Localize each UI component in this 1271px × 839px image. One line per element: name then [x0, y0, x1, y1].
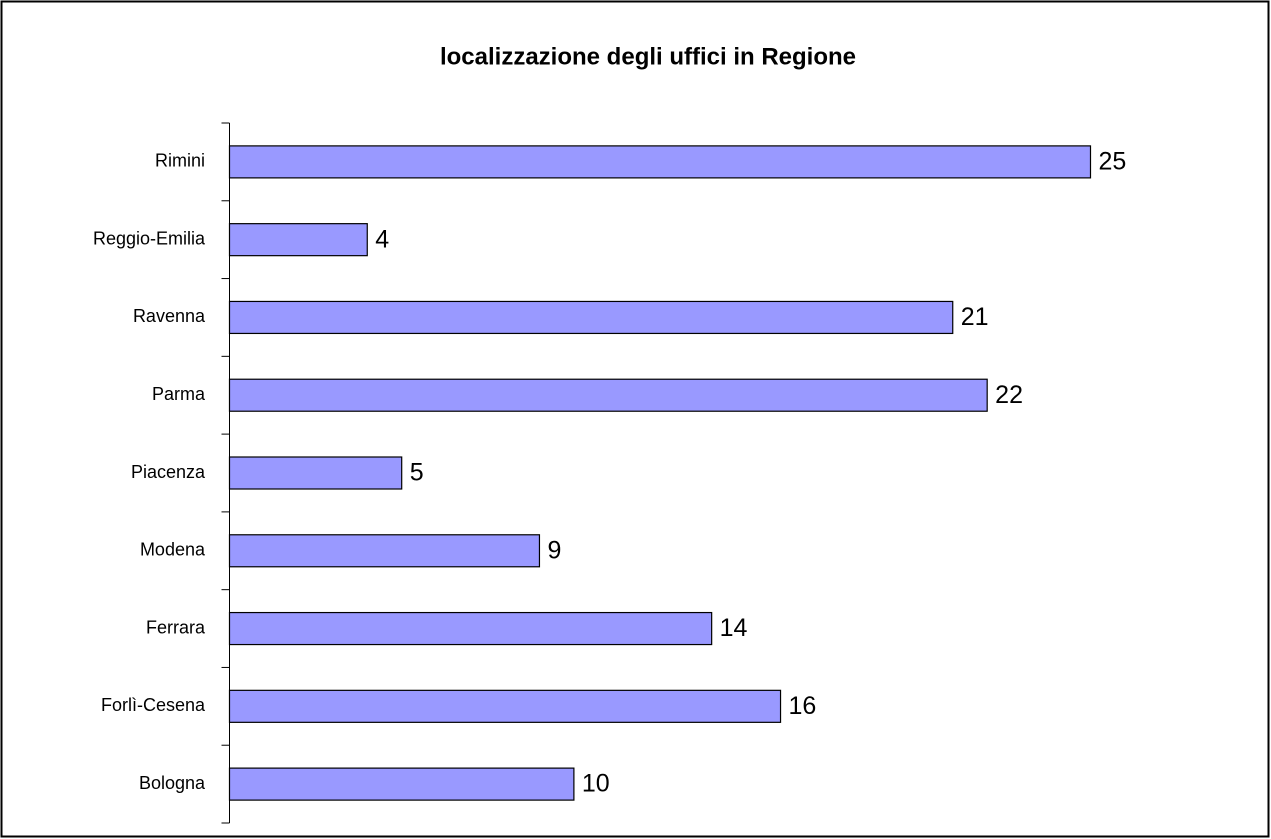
- bar: [228, 689, 782, 723]
- data-label: 14: [720, 614, 748, 642]
- bar: [228, 223, 368, 257]
- data-label: 4: [375, 225, 389, 253]
- y-tick-label: Parma: [152, 384, 206, 404]
- data-label: 10: [582, 770, 610, 798]
- data-label: 9: [547, 536, 561, 564]
- y-tick-label: Bologna: [139, 773, 206, 793]
- bar: [228, 300, 954, 335]
- data-label: 22: [995, 381, 1023, 409]
- y-tick-label: Rimini: [155, 151, 205, 171]
- chart-title: localizzazione degli uffici in Regione: [440, 43, 856, 70]
- bar: [228, 534, 541, 568]
- bar: [228, 767, 575, 801]
- bar: [228, 456, 403, 490]
- y-tick-label: Piacenza: [131, 462, 206, 482]
- data-label: 21: [961, 303, 989, 331]
- y-tick-label: Forlì-Cesena: [101, 695, 206, 715]
- data-label: 5: [410, 459, 424, 487]
- y-tick-label: Modena: [140, 540, 206, 560]
- y-tick-label: Ferrara: [146, 617, 206, 637]
- y-tick-label: Reggio-Emilia: [93, 228, 206, 248]
- bar: [228, 611, 713, 646]
- data-label: 16: [789, 692, 817, 720]
- y-tick-label: Ravenna: [133, 306, 206, 326]
- data-label: 25: [1099, 147, 1127, 175]
- bar: [228, 145, 1092, 179]
- bar: [228, 378, 988, 412]
